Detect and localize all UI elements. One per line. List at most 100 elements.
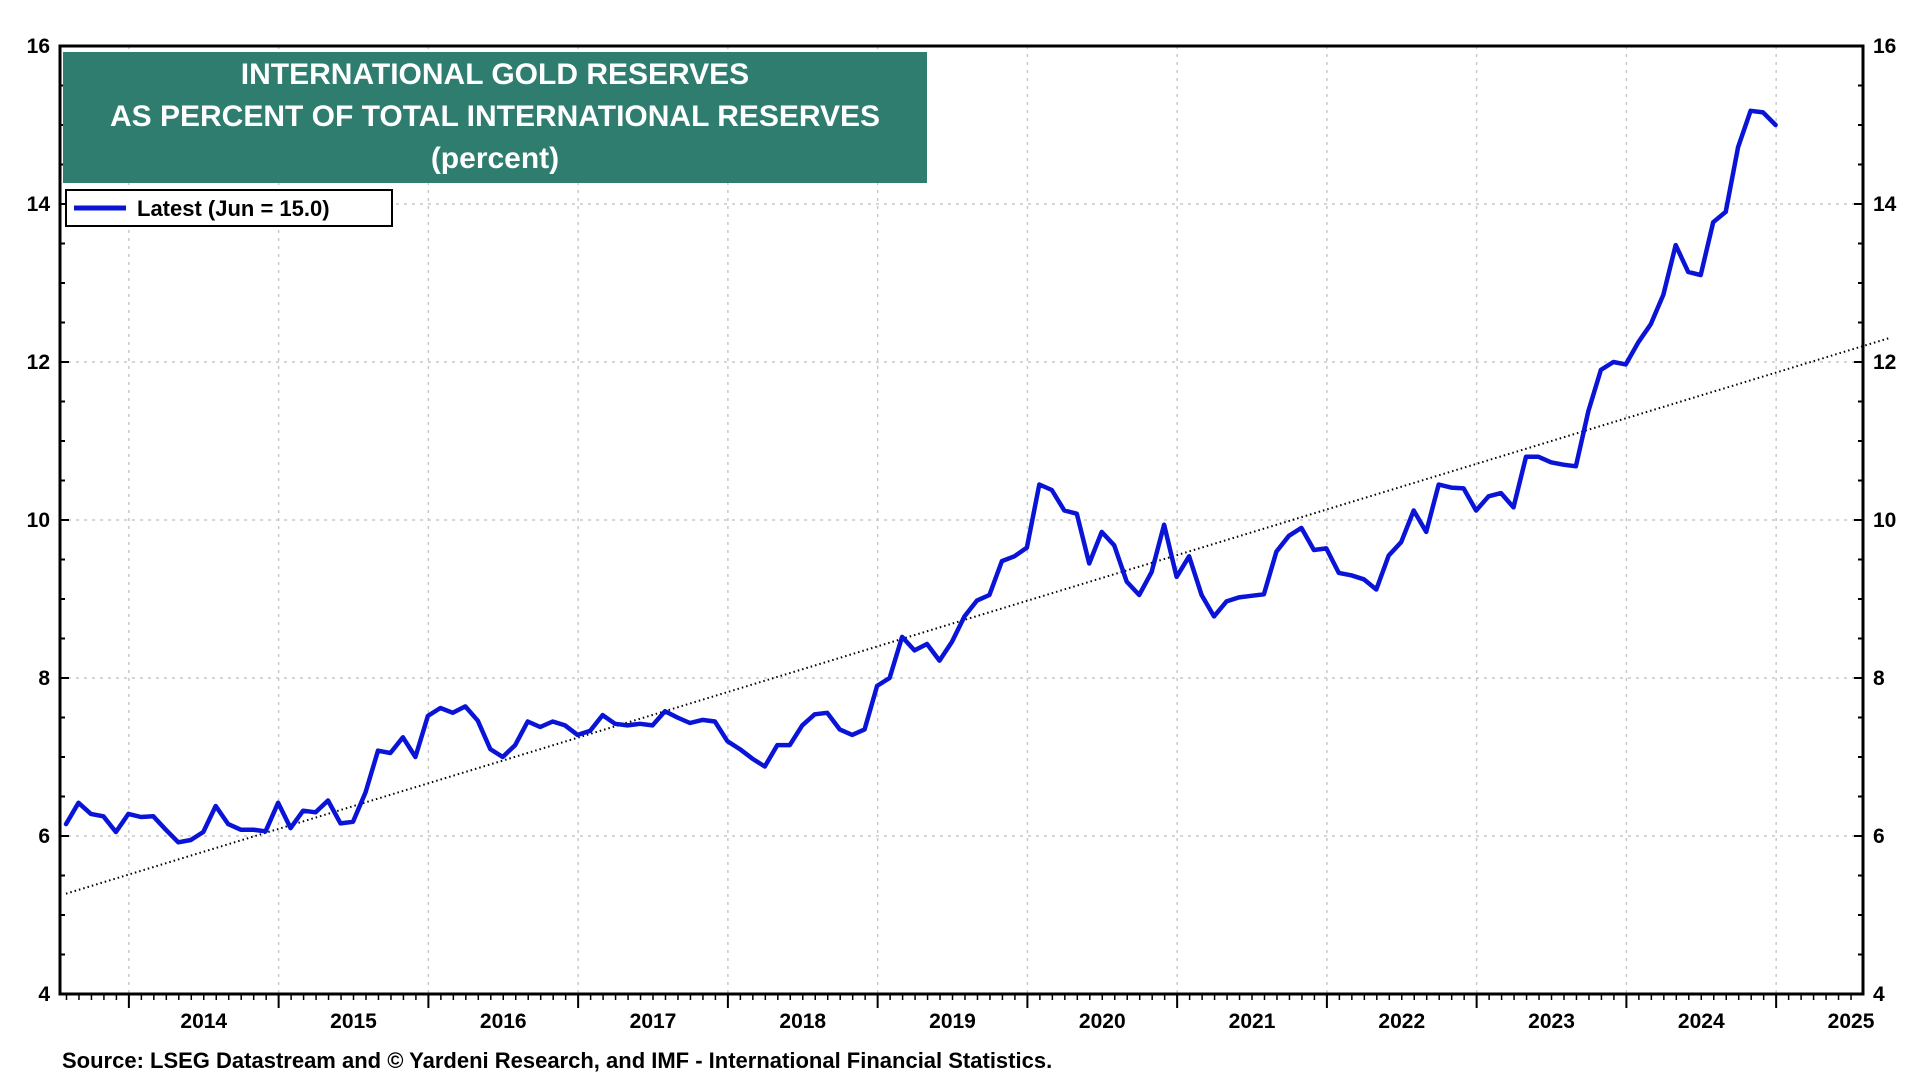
data-point bbox=[413, 755, 417, 759]
data-series bbox=[63, 108, 1778, 845]
data-point bbox=[1524, 455, 1528, 459]
data-point bbox=[214, 804, 218, 808]
data-point bbox=[1100, 530, 1104, 534]
data-point bbox=[1736, 145, 1740, 149]
x-tick-label: 2016 bbox=[480, 1010, 527, 1033]
data-point bbox=[613, 722, 617, 726]
data-point bbox=[1337, 571, 1341, 575]
data-point bbox=[289, 826, 293, 830]
data-point bbox=[1262, 592, 1266, 596]
data-point bbox=[750, 757, 754, 761]
title-line-1: INTERNATIONAL GOLD RESERVES bbox=[241, 58, 749, 91]
legend-box bbox=[65, 189, 393, 227]
data-point bbox=[1586, 409, 1590, 413]
data-point bbox=[1299, 526, 1303, 530]
data-point bbox=[76, 801, 80, 805]
y-tick-label-left: 4 bbox=[38, 983, 50, 1006]
data-point bbox=[962, 614, 966, 618]
data-point bbox=[1499, 491, 1503, 495]
data-point bbox=[126, 812, 130, 816]
data-point bbox=[1561, 463, 1565, 467]
data-point bbox=[713, 719, 717, 723]
data-point bbox=[151, 814, 155, 818]
data-point bbox=[1474, 509, 1478, 513]
title-line-3: (percent) bbox=[431, 142, 559, 175]
data-point bbox=[863, 727, 867, 731]
data-point bbox=[1574, 464, 1578, 468]
data-point bbox=[1774, 123, 1778, 127]
source-note: Source: LSEG Datastream and © Yardeni Re… bbox=[62, 1048, 1052, 1073]
y-tick-label-left: 6 bbox=[38, 825, 50, 848]
data-point bbox=[925, 642, 929, 646]
data-point bbox=[1087, 561, 1091, 565]
data-point bbox=[675, 716, 679, 719]
x-tick-label: 2025 bbox=[1828, 1010, 1875, 1033]
x-tick-label: 2021 bbox=[1229, 1010, 1276, 1033]
data-point bbox=[101, 814, 105, 818]
data-point bbox=[1137, 593, 1141, 597]
data-point bbox=[1661, 293, 1665, 297]
data-point bbox=[1212, 614, 1216, 618]
data-point bbox=[451, 711, 455, 715]
data-point bbox=[1162, 523, 1166, 527]
data-point bbox=[339, 821, 343, 825]
data-point bbox=[1249, 594, 1253, 598]
data-point bbox=[1012, 554, 1016, 558]
x-tick-label: 2015 bbox=[330, 1010, 377, 1033]
data-point bbox=[1686, 270, 1690, 274]
data-point bbox=[576, 733, 580, 737]
y-tick-label-right: 16 bbox=[1873, 35, 1896, 58]
y-tick-label-left: 12 bbox=[27, 351, 50, 374]
data-point bbox=[1200, 593, 1204, 597]
y-tick-label-right: 10 bbox=[1873, 509, 1896, 532]
data-point bbox=[1187, 554, 1191, 558]
data-point bbox=[488, 747, 492, 751]
x-tick-label: 2018 bbox=[779, 1010, 826, 1033]
data-point bbox=[638, 722, 642, 726]
x-tick-label: 2024 bbox=[1678, 1010, 1725, 1033]
data-point bbox=[64, 822, 68, 826]
data-point bbox=[538, 725, 542, 729]
data-point bbox=[114, 830, 118, 834]
data-point bbox=[688, 721, 692, 725]
data-point bbox=[1636, 340, 1640, 344]
data-point bbox=[888, 676, 892, 680]
data-point bbox=[276, 801, 280, 805]
data-point bbox=[388, 751, 392, 755]
data-point bbox=[1025, 546, 1029, 550]
data-point bbox=[189, 838, 193, 842]
data-point bbox=[376, 749, 380, 753]
data-point bbox=[987, 593, 991, 597]
y-tick-label-right: 6 bbox=[1873, 825, 1885, 848]
data-point bbox=[700, 718, 704, 722]
data-point bbox=[1312, 548, 1316, 552]
data-point bbox=[1549, 460, 1553, 464]
y-tick-label-left: 16 bbox=[27, 35, 50, 58]
data-point bbox=[938, 659, 942, 663]
data-point bbox=[1611, 360, 1615, 364]
data-point bbox=[1125, 580, 1129, 584]
data-point bbox=[239, 828, 243, 832]
x-tick-label: 2022 bbox=[1378, 1010, 1425, 1033]
data-point bbox=[1749, 109, 1753, 113]
data-point bbox=[1649, 322, 1653, 326]
y-tick-label-right: 4 bbox=[1873, 983, 1885, 1006]
x-tick-label: 2019 bbox=[929, 1010, 976, 1033]
data-point bbox=[725, 739, 729, 743]
data-point bbox=[326, 798, 330, 802]
data-point bbox=[1599, 368, 1603, 372]
y-tick-label-right: 12 bbox=[1873, 351, 1896, 374]
data-point bbox=[1761, 110, 1765, 114]
data-point bbox=[1050, 488, 1054, 492]
data-point bbox=[1462, 486, 1466, 490]
data-point bbox=[1711, 220, 1715, 224]
data-point bbox=[513, 743, 517, 747]
data-point bbox=[314, 810, 318, 814]
data-point bbox=[1536, 455, 1540, 459]
data-point bbox=[301, 809, 305, 813]
title-box: INTERNATIONAL GOLD RESERVES AS PERCENT O… bbox=[63, 52, 927, 183]
y-tick-label-right: 8 bbox=[1873, 667, 1885, 690]
data-point bbox=[663, 709, 667, 713]
data-point bbox=[825, 711, 829, 715]
